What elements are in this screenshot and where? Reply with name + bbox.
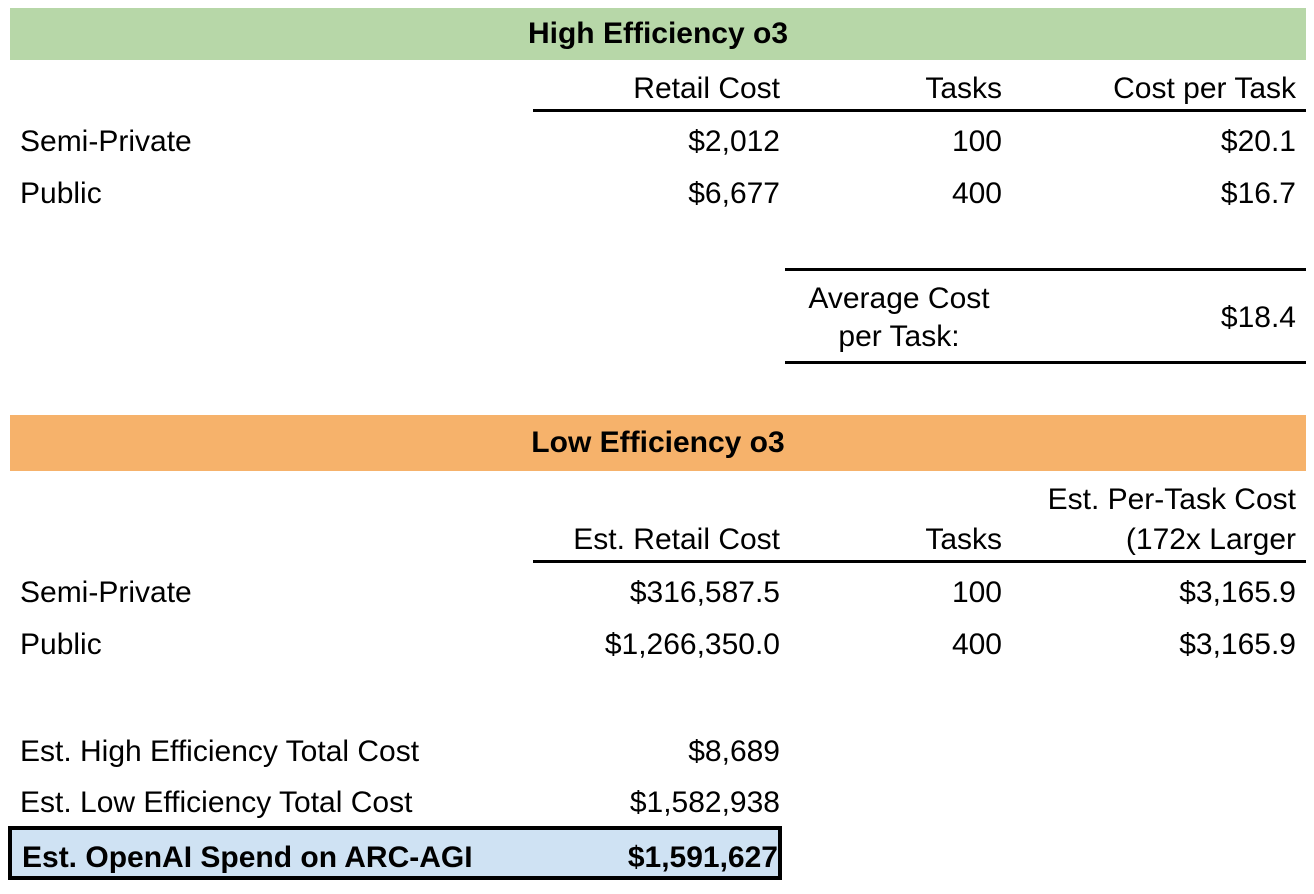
average-top-border bbox=[785, 268, 1306, 271]
average-label-line2: per Task: bbox=[838, 320, 960, 353]
high-efficiency-title: High Efficiency o3 bbox=[527, 17, 789, 50]
header-est-retail-cost: Est. Retail Cost bbox=[573, 523, 780, 556]
low-total-value: $1,582,938 bbox=[629, 786, 780, 819]
high-efficiency-header: High Efficiency o3 bbox=[10, 8, 1306, 60]
high-total-value: $8,689 bbox=[688, 735, 780, 768]
est-retail-cost-value: $1,266,350.0 bbox=[604, 628, 780, 661]
average-label-line1: Average Cost bbox=[808, 282, 990, 315]
retail-cost-value: $6,677 bbox=[688, 177, 780, 210]
retail-cost-value: $2,012 bbox=[688, 125, 780, 158]
header-underline bbox=[533, 109, 1306, 112]
average-bottom-border bbox=[785, 361, 1306, 364]
cost-per-task-value: $16.7 bbox=[1220, 177, 1296, 210]
est-per-task-value: $3,165.9 bbox=[1179, 628, 1296, 661]
high-total-label: Est. High Efficiency Total Cost bbox=[20, 735, 420, 768]
header-est-per-task-line2: (172x Larger bbox=[1125, 523, 1296, 556]
tasks-value: 400 bbox=[951, 177, 1002, 210]
low-efficiency-title: Low Efficiency o3 bbox=[531, 426, 785, 459]
tasks-value: 400 bbox=[951, 628, 1002, 661]
row-label: Public bbox=[20, 177, 102, 210]
tasks-value: 100 bbox=[951, 576, 1002, 609]
header-tasks: Tasks bbox=[925, 523, 1002, 556]
est-per-task-value: $3,165.9 bbox=[1179, 576, 1296, 609]
row-label: Public bbox=[20, 628, 102, 661]
row-label: Semi-Private bbox=[20, 125, 192, 158]
header-retail-cost: Retail Cost bbox=[633, 72, 780, 105]
average-cost-value: $18.4 bbox=[1220, 301, 1296, 334]
row-label: Semi-Private bbox=[20, 576, 192, 609]
header-cost-per-task: Cost per Task bbox=[1113, 72, 1296, 105]
openai-spend-box: Est. OpenAI Spend on ARC-AGI $1,591,627 bbox=[8, 826, 782, 880]
tasks-value: 100 bbox=[951, 125, 1002, 158]
openai-spend-value: $1,591,627 bbox=[627, 841, 778, 874]
header-tasks: Tasks bbox=[925, 72, 1002, 105]
low-efficiency-header: Low Efficiency o3 bbox=[10, 415, 1306, 471]
header-est-per-task-line1: Est. Per-Task Cost bbox=[1047, 483, 1296, 516]
low-total-label: Est. Low Efficiency Total Cost bbox=[20, 786, 413, 819]
openai-spend-label: Est. OpenAI Spend on ARC-AGI bbox=[22, 841, 473, 874]
header-underline bbox=[533, 560, 1306, 563]
est-retail-cost-value: $316,587.5 bbox=[629, 576, 780, 609]
cost-per-task-value: $20.1 bbox=[1220, 125, 1296, 158]
